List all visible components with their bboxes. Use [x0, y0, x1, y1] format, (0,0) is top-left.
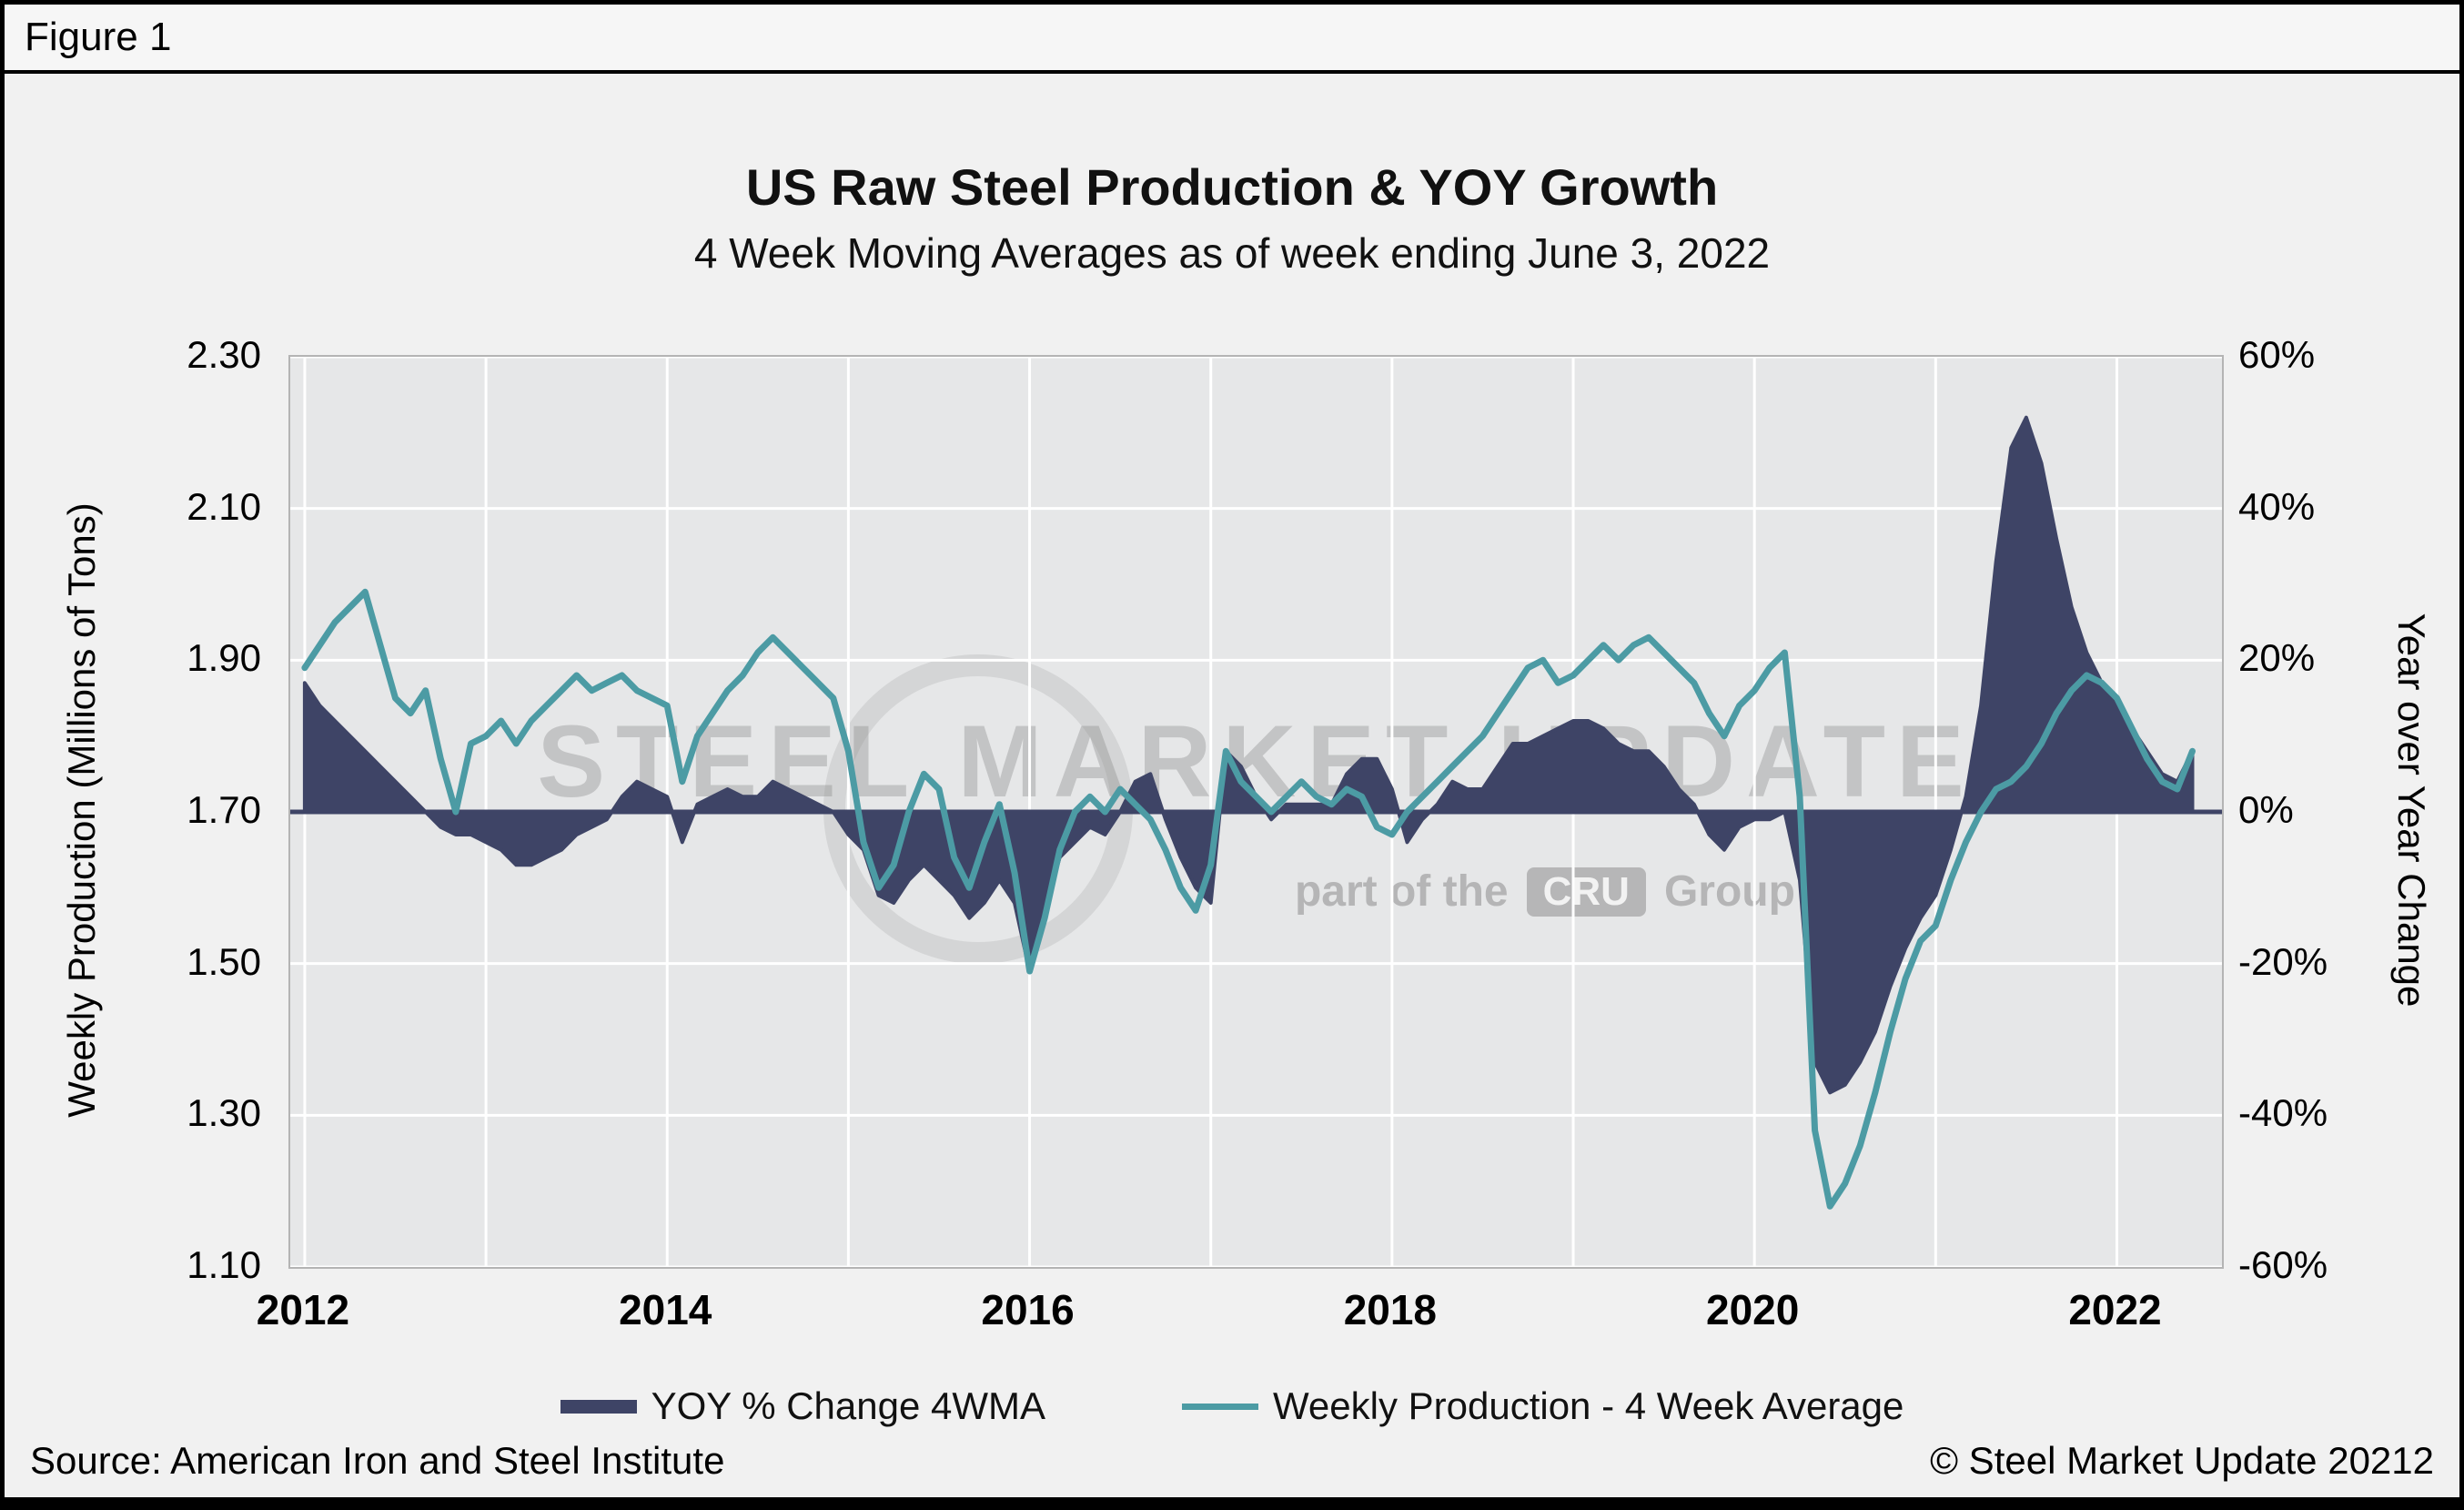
left-axis-tick: 1.50	[187, 939, 261, 983]
left-axis-tick: 1.30	[187, 1091, 261, 1135]
legend-label: Weekly Production - 4 Week Average	[1273, 1384, 1904, 1427]
x-axis-tick: 2018	[1343, 1286, 1438, 1333]
legend-item: Weekly Production - 4 Week Average	[1182, 1384, 1904, 1428]
left-axis-title: Weekly Production (Millions of Tons)	[60, 502, 103, 1118]
figure-label: Figure 1	[25, 15, 172, 59]
right-axis-tick: 0%	[2238, 788, 2294, 831]
chart-legend: YOY % Change 4WMA Weekly Production - 4 W…	[5, 1384, 2459, 1428]
right-axis-tick: -60%	[2238, 1243, 2328, 1286]
legend-item: YOY % Change 4WMA	[560, 1384, 1045, 1428]
x-axis-tick: 2016	[981, 1286, 1075, 1333]
left-axis-tick: 2.10	[187, 484, 261, 528]
left-axis-tick: 1.90	[187, 636, 261, 680]
right-axis-tick: 20%	[2238, 636, 2316, 680]
plot-area: STEEL MARKET UPDATE part of the CRU Grou…	[288, 355, 2224, 1269]
copyright-text: © Steel Market Update 20212	[1930, 1439, 2434, 1482]
right-axis-tick: 60%	[2238, 333, 2316, 376]
x-axis-tick: 2020	[1706, 1286, 1800, 1333]
x-axis-tick: 2022	[2068, 1286, 2162, 1333]
right-axis-tick: -40%	[2238, 1091, 2328, 1135]
right-axis-title: Year over Year Change	[2390, 613, 2433, 1008]
chart-canvas	[290, 357, 2222, 1267]
right-axis-tick: 40%	[2238, 484, 2316, 528]
footer: Source: American Iron and Steel Institut…	[30, 1439, 2434, 1483]
chart-subtitle: 4 Week Moving Averages as of week ending…	[693, 229, 1771, 277]
production-line-series	[301, 588, 2196, 1210]
yoy-area-series	[302, 415, 2195, 1095]
x-axis-tick: 2012	[256, 1286, 350, 1333]
left-axis-tick: 1.70	[187, 788, 261, 831]
x-axis-tick: 2014	[619, 1286, 712, 1333]
figure-header: Figure 1	[5, 5, 2459, 74]
left-axis-tick: 2.30	[187, 333, 261, 376]
left-axis-tick: 1.10	[187, 1243, 261, 1286]
chart-title: US Raw Steel Production & YOY Growth	[745, 158, 1719, 216]
source-text: Source: American Iron and Steel Institut…	[30, 1439, 725, 1482]
legend-label: YOY % Change 4WMA	[651, 1384, 1046, 1427]
legend-swatch-line	[1182, 1403, 1259, 1410]
right-axis-tick: -20%	[2238, 939, 2328, 983]
legend-swatch-area	[560, 1399, 637, 1414]
